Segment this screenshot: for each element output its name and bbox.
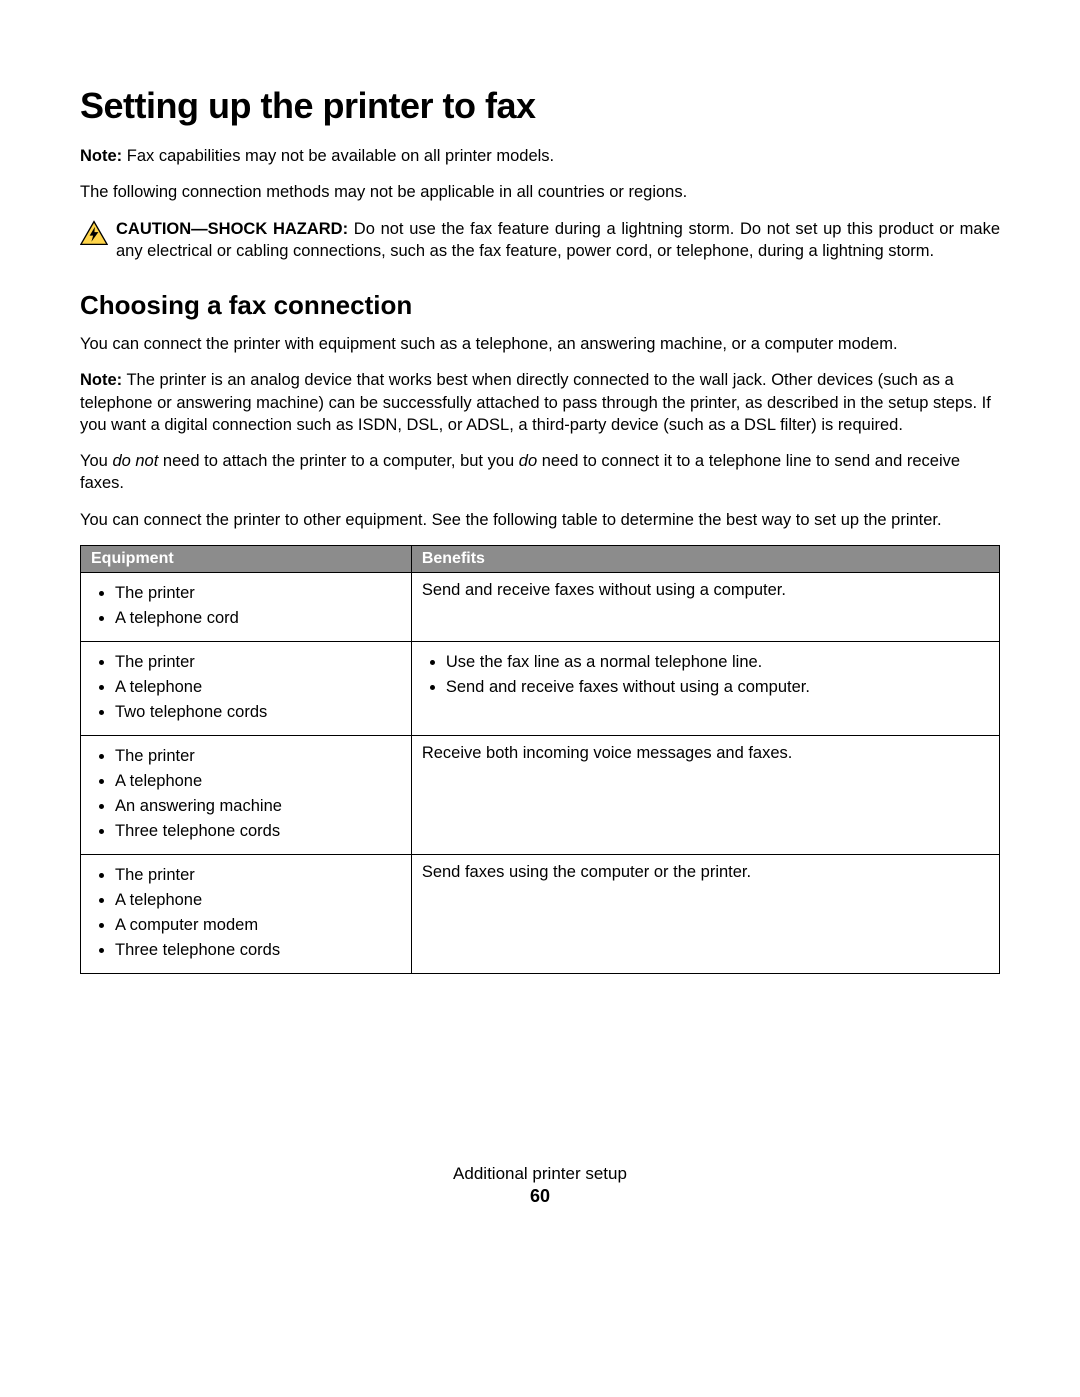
footer-page-number: 60 [0,1186,1080,1207]
note-fax-capabilities: Note: Fax capabilities may not be availa… [80,145,1000,167]
table-row: The printerA telephoneAn answering machi… [81,735,1000,854]
caution-block: CAUTION—SHOCK HAZARD: Do not use the fax… [80,218,1000,263]
page-footer: Additional printer setup 60 [0,1164,1080,1207]
equipment-cell: The printerA telephoneAn answering machi… [81,735,412,854]
list-item: Send and receive faxes without using a c… [446,675,989,700]
intro-paragraph: The following connection methods may not… [80,181,1000,203]
table-row: The printerA telephoneA computer modemTh… [81,854,1000,973]
benefits-cell: Send faxes using the computer or the pri… [411,854,999,973]
benefits-cell: Receive both incoming voice messages and… [411,735,999,854]
list-item: A telephone [115,888,401,913]
note-label: Note: [80,371,122,389]
page-title: Setting up the printer to fax [80,85,1000,127]
caution-label: CAUTION—SHOCK HAZARD: [116,220,348,238]
section-heading: Choosing a fax connection [80,290,1000,321]
equipment-cell: The printerA telephoneTwo telephone cord… [81,641,412,735]
document-page: Setting up the printer to fax Note: Fax … [0,0,1080,1014]
shock-hazard-icon [80,220,108,246]
table-header-equipment: Equipment [81,545,412,572]
equipment-list: The printerA telephone cord [91,581,401,631]
equipment-list: The printerA telephoneAn answering machi… [91,744,401,844]
note-label: Note: [80,147,122,165]
note-text: Fax capabilities may not be available on… [122,147,554,165]
list-item: The printer [115,863,401,888]
list-item: Use the fax line as a normal telephone l… [446,650,989,675]
paragraph-connect-equipment: You can connect the printer with equipme… [80,333,1000,355]
list-item: The printer [115,650,401,675]
list-item: A computer modem [115,913,401,938]
list-item: Three telephone cords [115,938,401,963]
list-item: The printer [115,581,401,606]
caution-paragraph: CAUTION—SHOCK HAZARD: Do not use the fax… [116,218,1000,263]
list-item: Three telephone cords [115,819,401,844]
list-item: A telephone cord [115,606,401,631]
note-text: The printer is an analog device that wor… [80,371,991,434]
benefits-list: Use the fax line as a normal telephone l… [422,650,989,700]
paragraph-do-not-attach: You do not need to attach the printer to… [80,450,1000,495]
equipment-cell: The printerA telephoneA computer modemTh… [81,854,412,973]
list-item: A telephone [115,675,401,700]
benefits-cell: Send and receive faxes without using a c… [411,572,999,641]
list-item: Two telephone cords [115,700,401,725]
list-item: The printer [115,744,401,769]
equipment-list: The printerA telephoneA computer modemTh… [91,863,401,963]
footer-section-title: Additional printer setup [0,1164,1080,1184]
table-row: The printerA telephoneTwo telephone cord… [81,641,1000,735]
table-header-benefits: Benefits [411,545,999,572]
list-item: An answering machine [115,794,401,819]
equipment-list: The printerA telephoneTwo telephone cord… [91,650,401,725]
equipment-benefits-table: Equipment Benefits The printerA telephon… [80,545,1000,974]
table-row: The printerA telephone cordSend and rece… [81,572,1000,641]
benefits-cell: Use the fax line as a normal telephone l… [411,641,999,735]
paragraph-see-table: You can connect the printer to other equ… [80,509,1000,531]
list-item: A telephone [115,769,401,794]
equipment-cell: The printerA telephone cord [81,572,412,641]
note-analog-device: Note: The printer is an analog device th… [80,369,1000,436]
